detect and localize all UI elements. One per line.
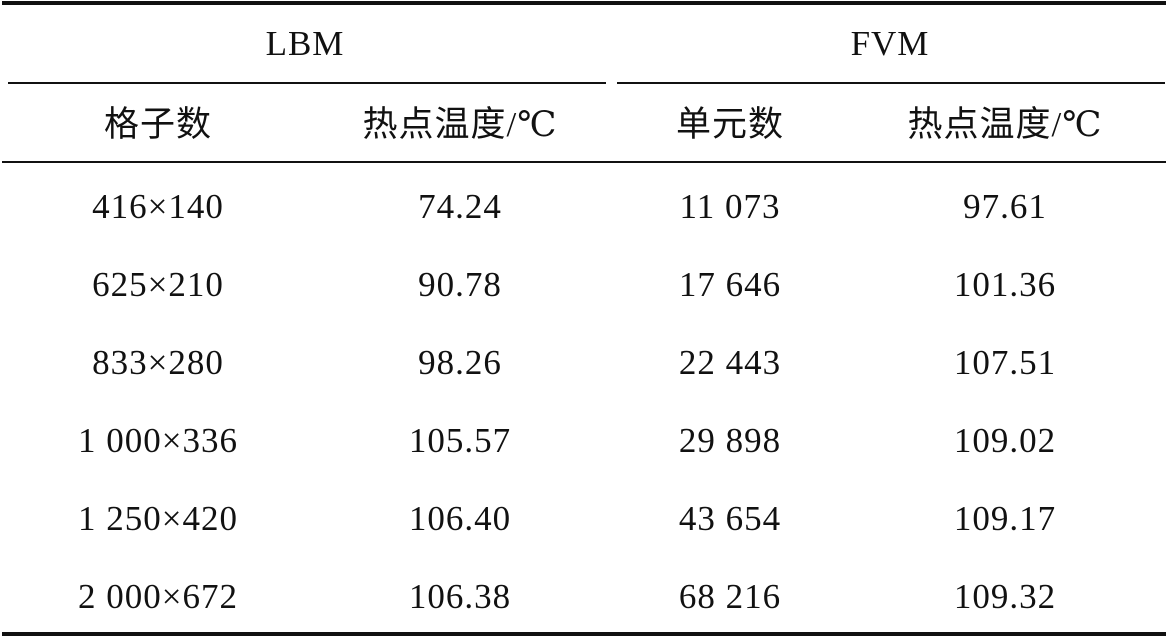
cell: 43 654	[678, 499, 782, 538]
cell: 107.51	[953, 343, 1057, 382]
column-header: 格子数	[103, 105, 212, 144]
cell: 416×140	[92, 187, 224, 226]
cell: 1 000×336	[78, 421, 238, 460]
cell: 106.38	[408, 577, 512, 616]
cell: 98.26	[418, 343, 502, 382]
column-header: 热点温度/℃	[907, 105, 1103, 144]
column-header: 单元数	[675, 105, 784, 144]
cell: 11 073	[679, 187, 781, 226]
cell: 625×210	[92, 265, 224, 304]
column-header: 热点温度/℃	[362, 105, 558, 144]
cell: 74.24	[418, 187, 502, 226]
cell: 833×280	[92, 343, 224, 382]
cell: 106.40	[408, 499, 512, 538]
cell: 2 000×672	[78, 577, 238, 616]
cell: 109.02	[953, 421, 1057, 460]
group-header: FVM	[850, 24, 930, 63]
cell: 97.61	[963, 187, 1047, 226]
cell: 90.78	[418, 265, 502, 304]
cell: 17 646	[678, 265, 782, 304]
cell: 68 216	[678, 577, 782, 616]
bottom-rule	[2, 632, 1166, 636]
group-rule	[617, 82, 1165, 84]
top-rule	[2, 1, 1166, 5]
cell: 101.36	[953, 265, 1057, 304]
cell: 109.32	[953, 577, 1057, 616]
group-rule	[8, 82, 606, 84]
header-rule	[2, 161, 1166, 163]
cell: 1 250×420	[78, 499, 238, 538]
cell: 22 443	[678, 343, 782, 382]
cell: 29 898	[678, 421, 782, 460]
cell: 105.57	[408, 421, 512, 460]
cell: 109.17	[953, 499, 1057, 538]
group-header: LBM	[265, 24, 345, 63]
